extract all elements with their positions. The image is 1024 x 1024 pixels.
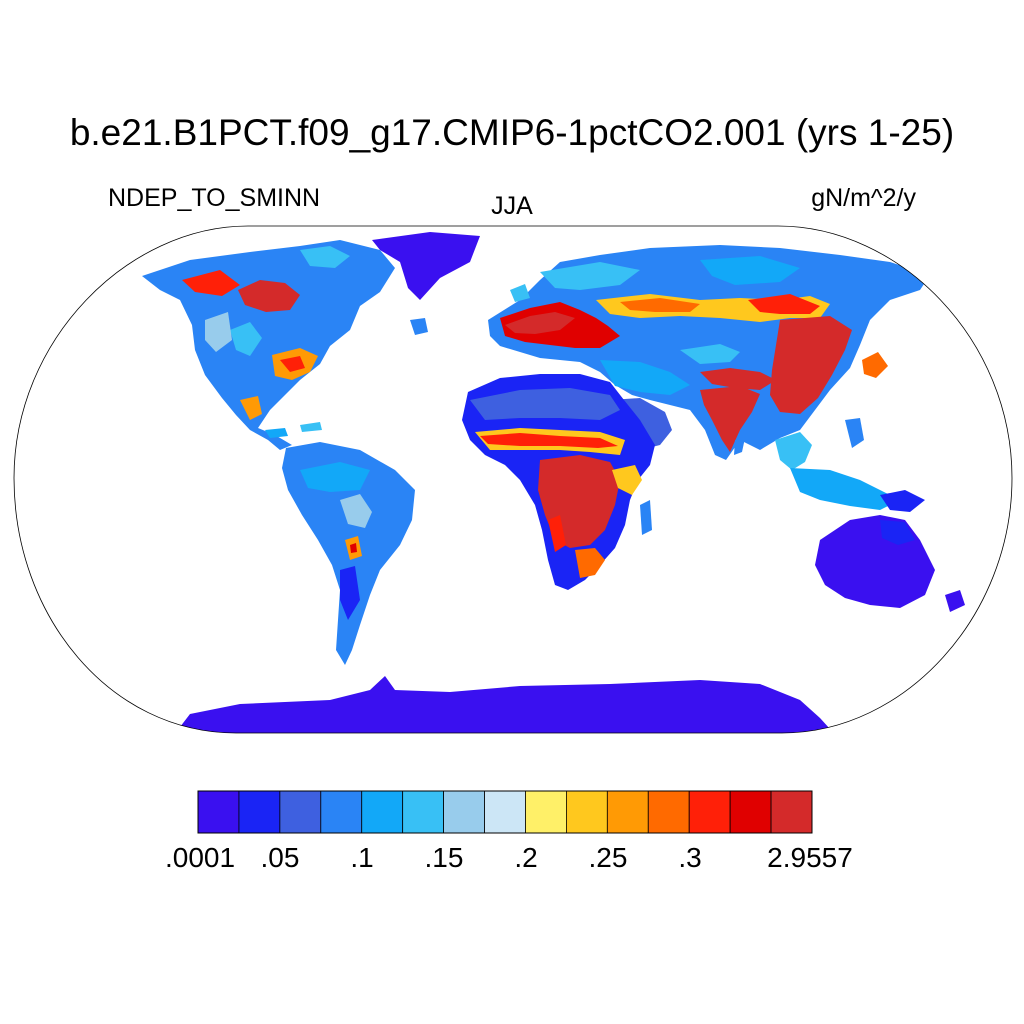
north-america (142, 240, 395, 450)
colorbar-swatch (606, 790, 649, 834)
australia (815, 515, 935, 608)
colorbar-tick-label: .2 (514, 842, 538, 873)
colorbar-tick-label: .1 (350, 842, 374, 873)
map-border (13, 225, 1013, 734)
antarctica (170, 676, 840, 733)
colorbar-swatch (484, 790, 526, 834)
units-label: gN/m^2/y (811, 184, 916, 212)
india (700, 386, 760, 452)
colorbar-swatch (688, 790, 731, 834)
colorbar-swatch (361, 790, 404, 834)
se-asia (775, 432, 812, 470)
colorbar-tick-label: .05 (260, 842, 300, 873)
colorbar-swatch (320, 790, 363, 834)
colorbar-tick-label: .15 (424, 842, 464, 873)
colorbar-swatch (647, 790, 690, 834)
greenland (372, 232, 480, 300)
colorbar-swatch (770, 790, 813, 834)
colorbar-swatch (238, 790, 281, 834)
colorbar-swatch (525, 790, 567, 834)
season-label: JJA (491, 192, 533, 220)
colorbar-tick-label: .3 (678, 842, 702, 873)
colorbar-swatch (197, 790, 240, 834)
colorbar-swatch (279, 790, 322, 834)
variable-label: NDEP_TO_SMINN (108, 184, 321, 212)
colorbar-tick-label: .0001 (164, 842, 236, 873)
colorbar-tick-label: .25 (588, 842, 628, 873)
colorbar-outline (197, 790, 813, 834)
plot-title: b.e21.B1PCT.f09_g17.CMIP6-1pctCO2.001 (y… (69, 112, 955, 153)
colorbar-swatch (402, 790, 444, 834)
colorbar-swatch (566, 790, 608, 834)
colorbar-tick-label: 2.9557 (767, 842, 853, 873)
colorbar (197, 790, 813, 834)
colorbar-swatch (729, 790, 772, 834)
colorbar-swatch (443, 790, 485, 834)
